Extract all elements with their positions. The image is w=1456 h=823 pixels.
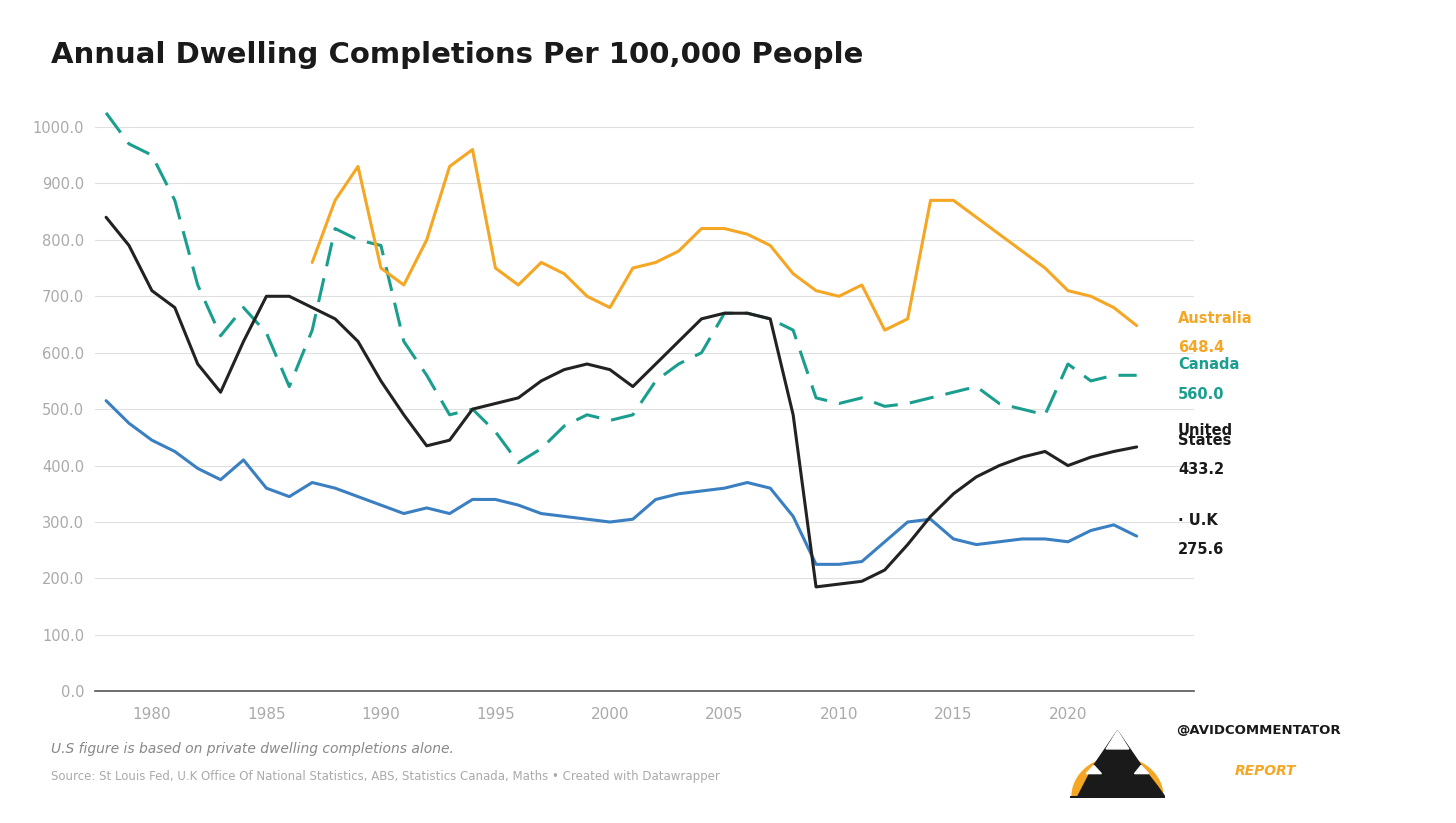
Text: United: United <box>1178 424 1233 439</box>
Polygon shape <box>1072 757 1163 797</box>
Polygon shape <box>1134 765 1149 774</box>
Text: Canada: Canada <box>1178 357 1239 373</box>
Text: REPORT: REPORT <box>1235 764 1296 778</box>
Text: Source: St Louis Fed, U.K Office Of National Statistics, ABS, Statistics Canada,: Source: St Louis Fed, U.K Office Of Nati… <box>51 770 719 783</box>
Text: 560.0: 560.0 <box>1178 387 1224 402</box>
Text: U.S figure is based on private dwelling completions alone.: U.S figure is based on private dwelling … <box>51 742 454 756</box>
Text: Australia: Australia <box>1178 310 1252 326</box>
Text: @AVIDCOMMENTATOR: @AVIDCOMMENTATOR <box>1176 723 1341 737</box>
Text: 648.4: 648.4 <box>1178 340 1224 356</box>
Text: Annual Dwelling Completions Per 100,000 People: Annual Dwelling Completions Per 100,000 … <box>51 41 863 69</box>
Polygon shape <box>1086 765 1101 774</box>
Text: · U.K: · U.K <box>1178 513 1217 528</box>
Text: 275.6: 275.6 <box>1178 542 1224 557</box>
Polygon shape <box>1070 731 1165 798</box>
Text: States: States <box>1178 433 1232 448</box>
Text: 433.2: 433.2 <box>1178 463 1224 477</box>
Polygon shape <box>1107 731 1128 749</box>
